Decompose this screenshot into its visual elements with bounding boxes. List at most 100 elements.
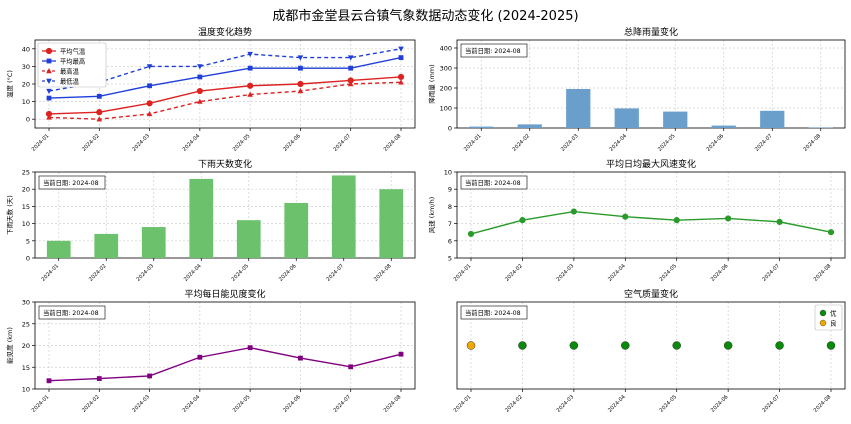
chart-title: 平均日均最大风速变化 [606,158,696,170]
y-tick-label: 5 [26,237,30,245]
data-point [147,373,152,379]
x-tick-label: 2024-06 [282,133,302,153]
bar [236,220,261,258]
y-tick-label: 20 [22,186,30,194]
date-annotation: 当前日期: 2024-08 [465,178,521,187]
plot-frame [34,171,416,259]
data-point [398,351,404,357]
data-point [197,354,203,360]
annotation-box [460,175,528,190]
series-line [48,76,402,115]
y-tick-label: 40 [22,45,30,53]
date-annotation: 当前日期: 2024-08 [465,46,521,55]
data-point [725,215,732,222]
y-tick-label: 30 [22,63,30,71]
x-tick-label: 2024-03 [136,263,156,283]
y-tick-label: 25 [22,169,30,177]
date-annotation: 当前日期: 2024-08 [43,178,99,187]
x-tick-label: 2024-07 [326,263,346,283]
y-tick-label: 400 [440,45,452,53]
legend-box [814,304,843,331]
x-tick-label: 2024-01 [31,394,51,414]
y-axis-label: 降雨量 (mm) [427,64,436,103]
series-1 [45,73,405,118]
x-tick-label: 2024-02 [81,394,101,414]
data-point [146,100,153,107]
x-tick-label: 2024-01 [463,133,483,153]
y-tick-label: 0 [448,125,452,133]
chart-title: 下雨天数变化 [198,158,252,170]
chart-air: 空气质量变化 2024-01 2024-02 2024-03 2024-04 2024-0… [453,288,846,414]
x-tick-label: 2024-08 [383,394,403,414]
bar [141,227,166,258]
annotation-box [38,305,106,320]
y-tick-label: 20 [22,342,30,350]
annotation-box [460,43,528,58]
bar [663,111,688,128]
bar [517,124,542,128]
series-line [48,346,402,382]
series-line [48,56,402,99]
plot-frame [456,39,846,129]
x-tick-label: 2024-04 [607,263,627,283]
chart-title: 总降雨量变化 [624,26,678,38]
data-point [146,110,153,117]
x-tick-label: 2024-03 [131,394,151,414]
legend-label: 良 [830,319,837,328]
x-tick-label: 2024-03 [560,133,580,153]
data-point [146,64,153,70]
y-tick-label: 10 [444,169,452,177]
legend-marker [46,58,52,64]
x-tick-label: 2024-03 [131,133,151,153]
y-tick-label: 300 [440,65,452,73]
x-tick-label: 2024-08 [383,133,403,153]
legend-label: 平均最高 [60,57,85,66]
data-point [247,91,253,97]
series-line [48,81,402,120]
legend-marker [46,68,52,74]
chart-title: 平均每日能见度变化 [184,288,265,300]
x-tick-label: 2024-06 [282,394,302,414]
data-point [569,341,579,350]
data-point [46,378,52,384]
y-tick-label: 100 [440,105,452,113]
legend-box [37,42,107,88]
x-tick-label: 2024-03 [556,394,576,414]
x-tick-label: 2024-05 [659,394,679,414]
data-point [775,341,784,350]
data-point [298,65,303,71]
x-tick-label: 2024-07 [754,133,774,153]
data-point [197,98,203,104]
bar [379,189,404,258]
data-point [466,341,476,350]
data-point [347,81,354,87]
y-tick-label: 5 [448,255,452,263]
x-tick-label: 2024-03 [556,263,576,283]
x-tick-label: 2024-01 [453,394,473,414]
bar [566,89,591,128]
data-point [96,93,102,99]
bar [331,175,356,258]
x-tick-label: 2024-08 [813,263,833,283]
data-point [196,87,203,95]
data-point [46,88,52,95]
x-tick-label: 2024-05 [232,394,252,414]
y-axis-label: 温度 (°C) [5,70,14,98]
x-tick-label: 2024-01 [453,263,473,283]
x-tick-label: 2024-02 [88,263,108,283]
data-point [247,82,254,89]
y-tick-label: 6 [448,237,452,245]
y-axis-label: 风速 (km/h) [428,197,436,234]
x-tick-label: 2024-01 [41,263,61,283]
annotation-box [38,175,106,190]
x-tick-label: 2024-05 [231,263,251,283]
x-tick-label: 2024-07 [333,394,353,414]
data-point [467,230,475,238]
legend-marker [819,319,827,327]
series-line [48,48,402,92]
x-tick-label: 2024-06 [710,263,730,283]
chart-visib: 平均每日能见度变化 10 15 20 25 30 2024-01 2024-02 2024-03… [5,288,416,414]
y-tick-label: 15 [22,203,30,211]
y-tick-label: 20 [22,81,30,89]
